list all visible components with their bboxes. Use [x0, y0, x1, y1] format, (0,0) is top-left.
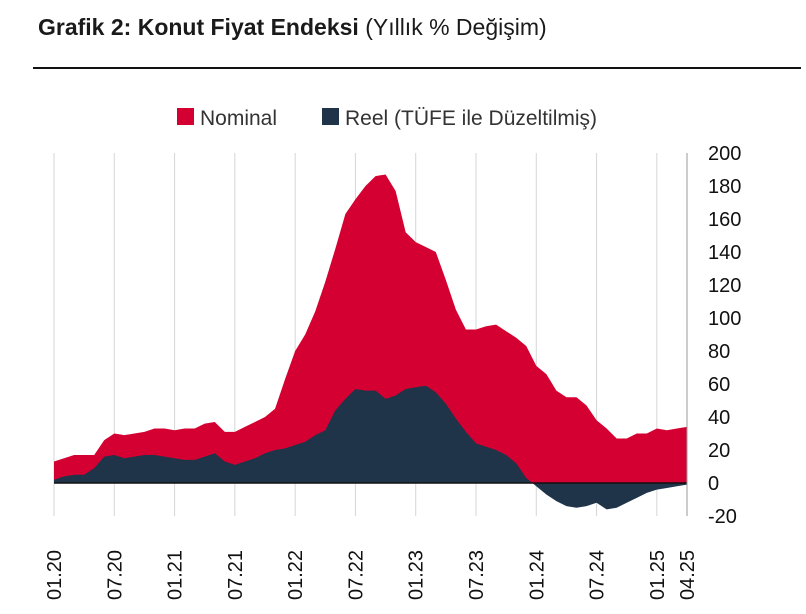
chart-title: Grafik 2: Konut Fiyat Endeksi (Yıllık % … [38, 14, 547, 41]
legend-swatch-reel [322, 108, 339, 125]
series-area-reel [54, 385, 687, 510]
y-tick-label: 80 [708, 341, 730, 363]
y-tick-label: 160 [708, 209, 741, 231]
x-tick-label: 07.21 [225, 550, 247, 600]
legend-label-reel: Reel (TÜFE ile Düzeltilmiş) [345, 107, 597, 130]
x-tick-label: 07.24 [587, 550, 609, 600]
title-divider [33, 67, 801, 69]
x-tick-label: 04.25 [677, 550, 699, 600]
legend-label-nominal: Nominal [200, 107, 277, 130]
x-tick-label: 01.25 [647, 550, 669, 600]
x-tick-label: 01.23 [406, 550, 428, 600]
x-axis-tick-labels: 01.20 07.20 01.21 07.21 01.22 07.22 01.23 07.23… [44, 550, 699, 600]
x-tick-label: 07.22 [345, 550, 367, 600]
y-tick-label: 0 [708, 473, 719, 495]
chart-title-subtitle: (Yıllık % Değişim) [365, 14, 547, 40]
y-tick-label: 40 [708, 407, 730, 429]
y-tick-label: 60 [708, 374, 730, 396]
series-area-nominal [54, 174, 687, 483]
y-tick-label: 140 [708, 242, 741, 264]
legend-swatch-nominal [177, 108, 194, 125]
chart-title-bold: Grafik 2: Konut Fiyat Endeksi [38, 14, 359, 40]
y-tick-label: 20 [708, 440, 730, 462]
y-tick-label: 100 [708, 308, 741, 330]
x-tick-label: 01.22 [285, 550, 307, 600]
x-tick-label: 01.20 [44, 550, 66, 600]
x-tick-label: 01.21 [165, 550, 187, 600]
y-tick-label: 200 [708, 143, 741, 165]
x-tick-label: 07.23 [466, 550, 488, 600]
x-tick-label: 07.20 [104, 550, 126, 600]
x-tick-label: 01.24 [526, 550, 548, 600]
y-tick-label: -20 [708, 506, 737, 528]
chart-axes [54, 153, 688, 516]
y-tick-label: 120 [708, 275, 741, 297]
chart-legend: Nominal Reel (TÜFE ile Düzeltilmiş) [177, 107, 597, 130]
chart-areas [54, 174, 687, 510]
y-tick-label: 180 [708, 176, 741, 198]
